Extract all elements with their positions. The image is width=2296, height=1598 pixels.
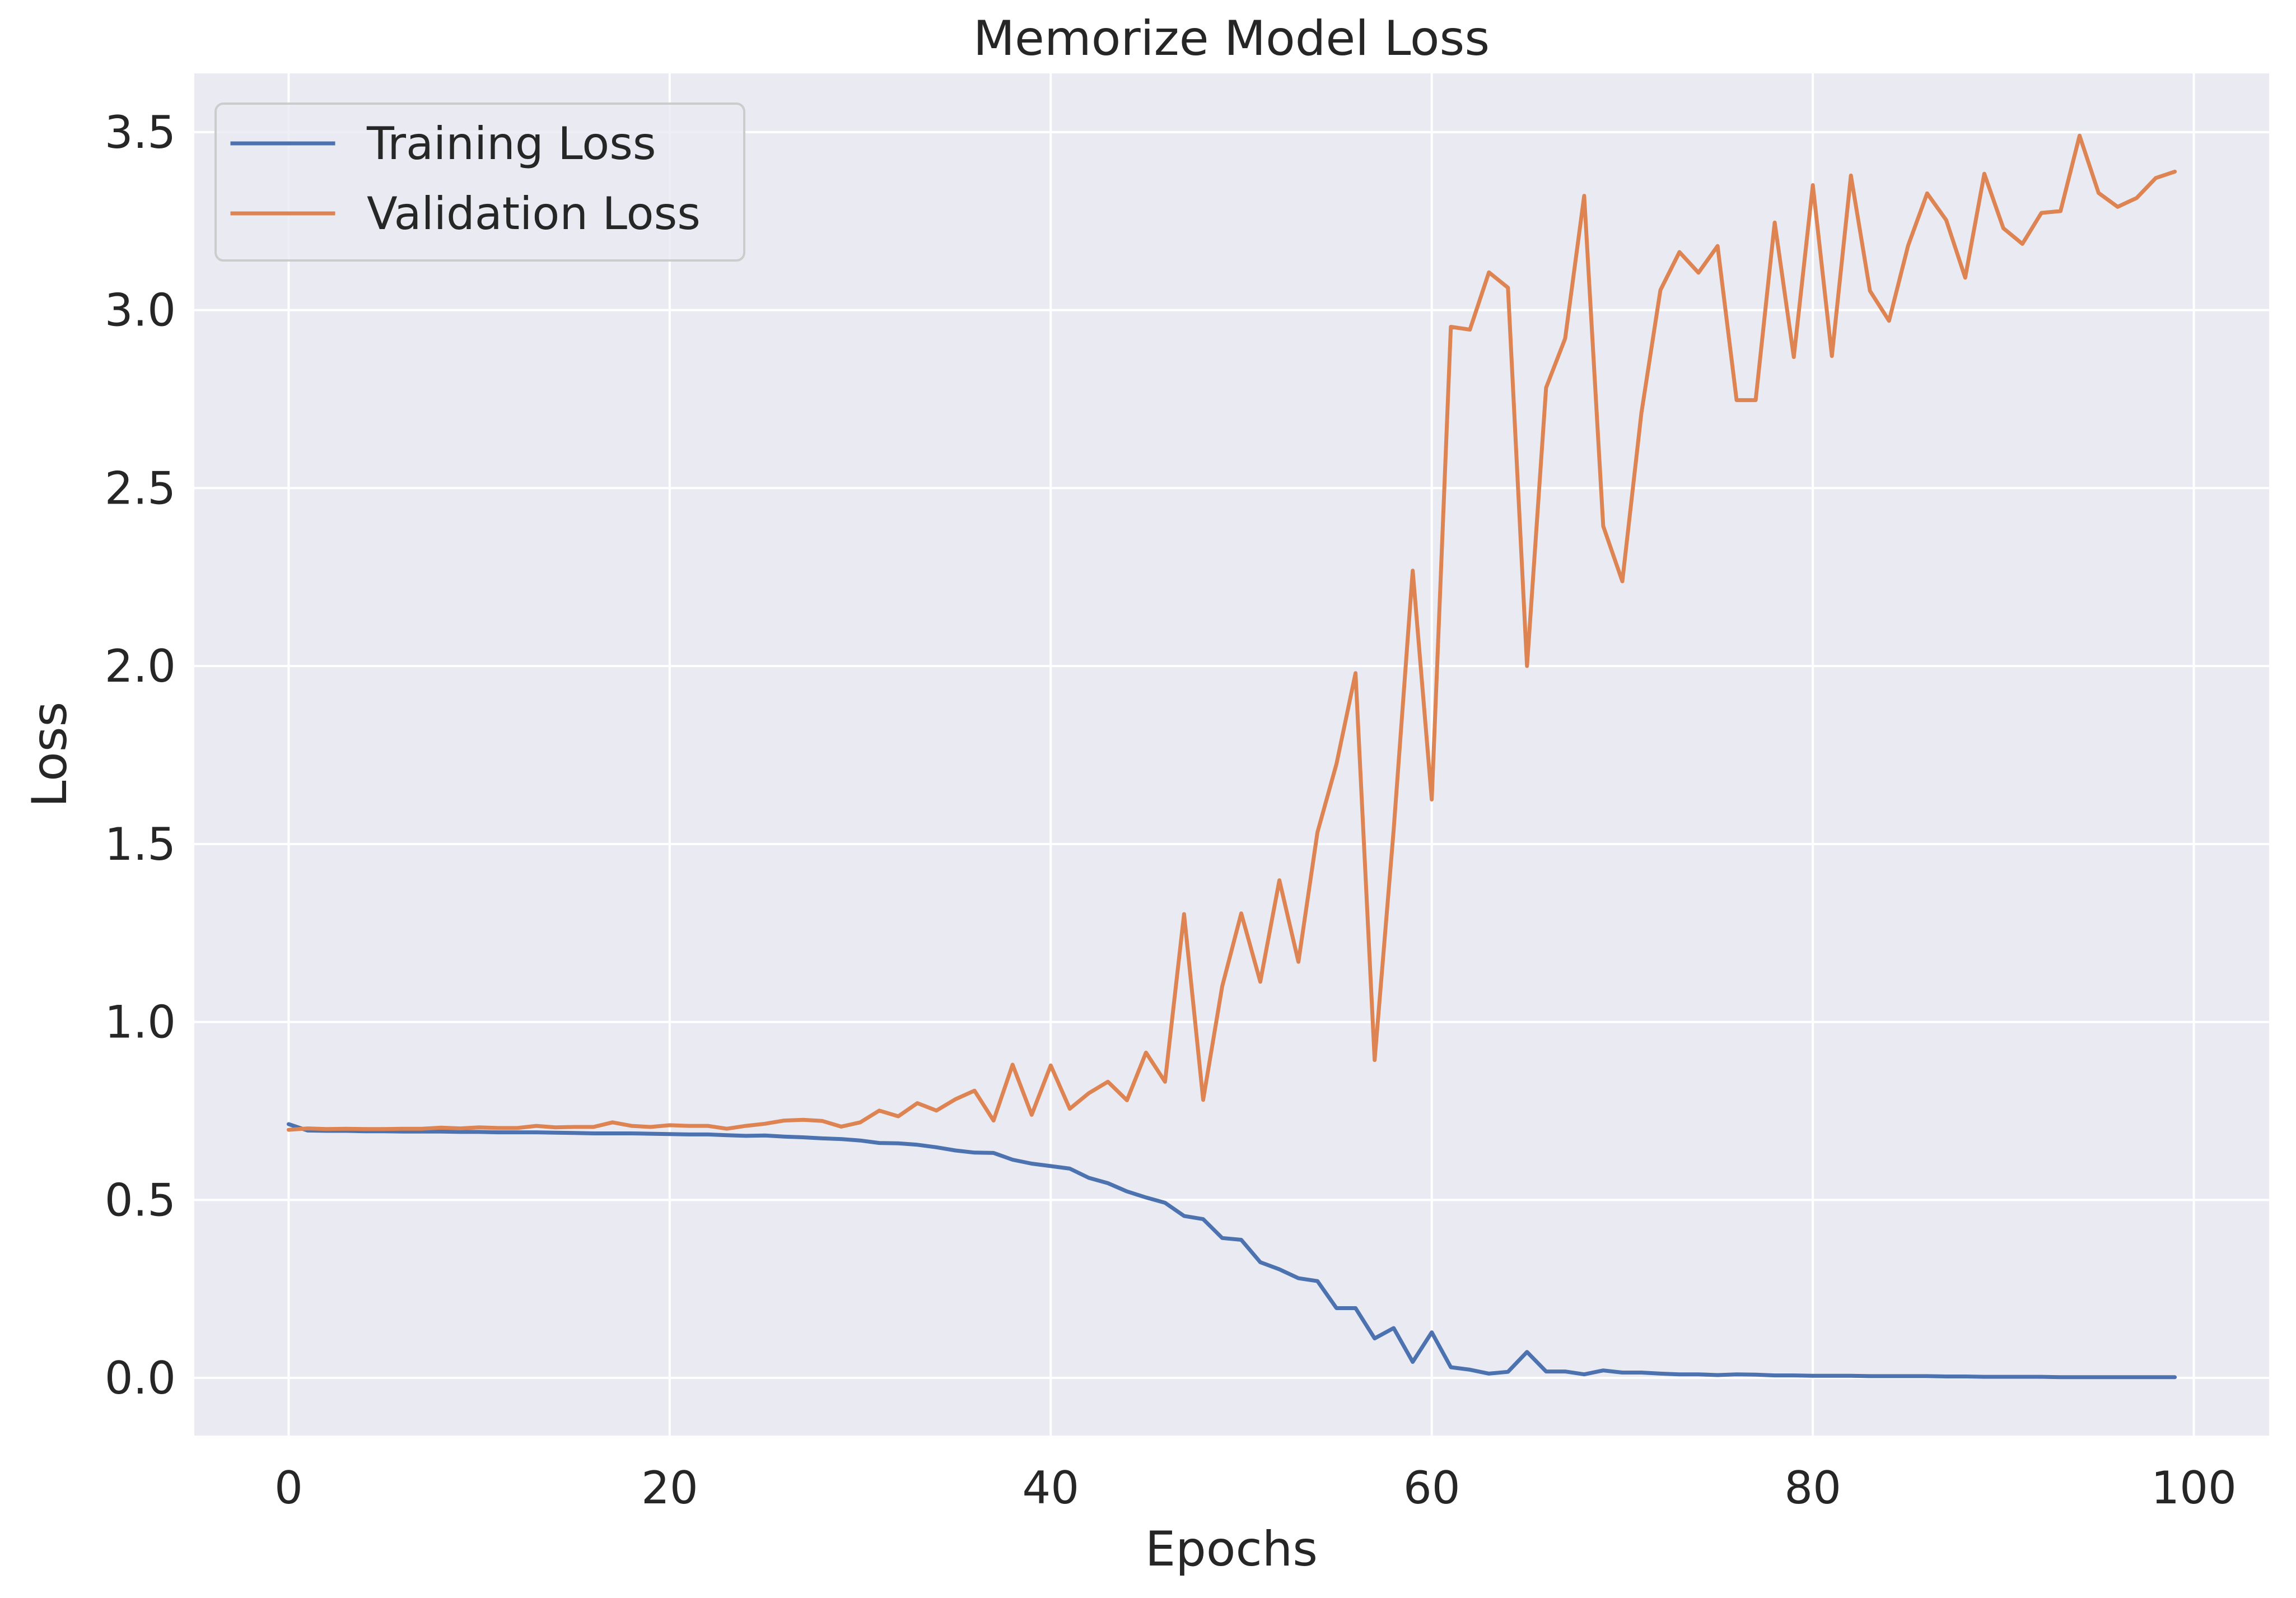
x-tick-label: 80 bbox=[1784, 1462, 1841, 1514]
training-loss-line bbox=[286, 1122, 2177, 1380]
legend-label-validation: Validation Loss bbox=[367, 188, 701, 240]
y-tick-label: 2.5 bbox=[105, 462, 176, 514]
legend-label-training: Training Loss bbox=[366, 118, 656, 170]
x-tick-label: 60 bbox=[1403, 1462, 1460, 1514]
x-tick-label: 0 bbox=[274, 1462, 303, 1514]
x-tick-label: 100 bbox=[2151, 1462, 2237, 1514]
plot-area bbox=[194, 73, 2269, 1436]
chart-title: Memorize Model Loss bbox=[973, 11, 1490, 67]
y-tick-label: 2.0 bbox=[105, 640, 176, 692]
tick-labels: 0 20 40 60 80 100 0.0 0.5 1.0 1.5 2.0 2.5 3.0 3.5 bbox=[105, 106, 2237, 1514]
y-tick-label: 3.5 bbox=[105, 106, 176, 159]
x-tick-label: 40 bbox=[1022, 1462, 1079, 1514]
y-axis-label: Loss bbox=[22, 702, 78, 808]
x-tick-label: 20 bbox=[641, 1462, 698, 1514]
y-tick-label: 0.5 bbox=[105, 1174, 176, 1226]
series-lines bbox=[286, 133, 2177, 1380]
legend-box bbox=[214, 103, 745, 262]
x-axis-label: Epochs bbox=[1145, 1521, 1318, 1577]
y-tick-label: 3.0 bbox=[105, 285, 176, 337]
grid-lines bbox=[194, 73, 2269, 1436]
legend: Training Loss Validation Loss bbox=[214, 103, 745, 262]
y-tick-label: 1.0 bbox=[105, 996, 176, 1049]
validation-loss-line bbox=[286, 133, 2177, 1132]
y-tick-label: 1.5 bbox=[105, 818, 176, 870]
y-tick-label: 0.0 bbox=[105, 1352, 176, 1404]
